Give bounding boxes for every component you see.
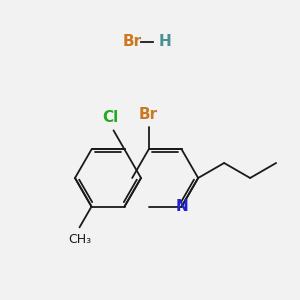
Text: H: H bbox=[159, 34, 172, 50]
Text: Cl: Cl bbox=[102, 110, 119, 125]
Text: Br: Br bbox=[139, 107, 158, 122]
Text: N: N bbox=[175, 199, 188, 214]
Text: CH₃: CH₃ bbox=[68, 233, 91, 246]
Text: Br: Br bbox=[123, 34, 142, 50]
